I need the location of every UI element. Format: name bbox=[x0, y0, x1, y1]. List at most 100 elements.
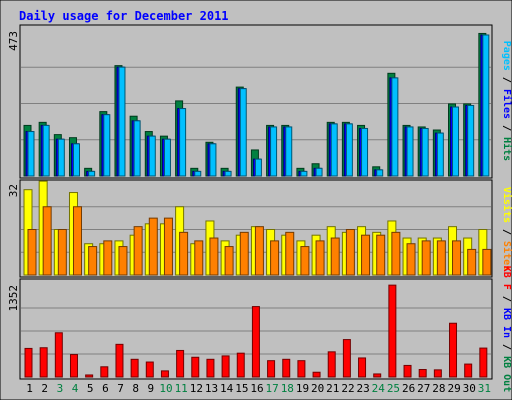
legend-entry: / bbox=[501, 290, 512, 308]
bar-kb-f bbox=[221, 355, 230, 378]
bar-pages bbox=[57, 138, 65, 177]
bar-sites bbox=[27, 229, 37, 276]
x-tick-label: 9 bbox=[148, 382, 155, 395]
x-tick-label: 15 bbox=[235, 382, 248, 395]
bar-kb-f bbox=[449, 322, 458, 378]
bar-pages bbox=[330, 123, 338, 177]
bar-kb-f bbox=[251, 306, 260, 378]
x-tick-label: 8 bbox=[132, 382, 139, 395]
bar-pages bbox=[148, 135, 156, 177]
bar-kb-f bbox=[342, 339, 351, 378]
x-tick-label: 30 bbox=[463, 382, 476, 395]
y-max-label: 1352 bbox=[7, 285, 20, 312]
legend-entry: Files bbox=[501, 89, 512, 119]
bar-kb-f bbox=[130, 358, 139, 378]
bar-pages bbox=[179, 108, 187, 177]
legend-entry: KB In bbox=[501, 308, 512, 338]
bar-sites bbox=[72, 206, 82, 276]
x-tick-label: 26 bbox=[402, 382, 415, 395]
x-tick-label: 13 bbox=[205, 382, 218, 395]
bar-kb-f bbox=[297, 360, 306, 378]
x-tick-label: 23 bbox=[357, 382, 370, 395]
bar-kb-f bbox=[145, 361, 154, 378]
bar-sites bbox=[194, 240, 204, 276]
bar-kb-f bbox=[54, 332, 63, 378]
bar-pages bbox=[391, 77, 399, 177]
bar-kb-f bbox=[236, 352, 245, 378]
bar-sites bbox=[361, 234, 371, 276]
bar-kb-f bbox=[85, 374, 94, 378]
bar-pages bbox=[300, 170, 308, 177]
bar-kb-f bbox=[373, 373, 382, 378]
bar-pages bbox=[27, 131, 35, 177]
legend-entry: KB Out bbox=[501, 356, 512, 392]
bar-kb-f bbox=[433, 369, 442, 378]
x-tick-label: 18 bbox=[281, 382, 294, 395]
x-tick-label: 14 bbox=[220, 382, 234, 395]
bar-kb-f bbox=[100, 366, 109, 378]
bar-sites bbox=[270, 240, 280, 276]
bar-pages bbox=[72, 143, 80, 177]
bar-sites bbox=[421, 240, 431, 276]
panel-legend: Visits / Sites bbox=[501, 187, 512, 271]
x-axis-labels: 1 2 3 4 5 6 7 8 9 10 11 12 13 14 15 16 17 18 19 20 21 22 23 24 2… bbox=[26, 382, 491, 395]
bar-sites bbox=[118, 246, 128, 276]
bar-kb-f bbox=[39, 347, 48, 378]
x-tick-label: 7 bbox=[117, 382, 124, 395]
x-tick-label: 24 bbox=[372, 382, 386, 395]
panel-visits-sites: 32 Visits / Sites bbox=[7, 180, 512, 276]
bar-sites bbox=[376, 234, 386, 276]
bar-kb-f bbox=[282, 358, 291, 378]
bar-kb-f bbox=[267, 360, 276, 378]
bar-kb-f bbox=[327, 351, 336, 378]
bar-pages bbox=[285, 126, 293, 177]
bar-sites bbox=[330, 237, 340, 276]
bar-pages bbox=[42, 124, 50, 177]
bar-kb-f bbox=[206, 358, 215, 378]
x-tick-label: 4 bbox=[72, 382, 79, 395]
legend-entry: Visits bbox=[501, 187, 512, 223]
bar-sites bbox=[482, 248, 492, 276]
x-tick-label: 17 bbox=[266, 382, 279, 395]
x-tick-label: 1 bbox=[26, 382, 33, 395]
y-max-label: 32 bbox=[7, 184, 20, 197]
bar-pages bbox=[239, 88, 247, 177]
x-tick-label: 19 bbox=[296, 382, 309, 395]
legend-entry: Sites bbox=[501, 241, 512, 271]
bar-kb-f bbox=[115, 343, 124, 378]
bar-sites bbox=[285, 231, 295, 276]
bar-sites bbox=[148, 217, 158, 276]
bar-pages bbox=[133, 120, 141, 177]
x-tick-label: 29 bbox=[447, 382, 460, 395]
bar-pages bbox=[315, 167, 323, 177]
bar-sites bbox=[103, 240, 113, 276]
x-tick-label: 16 bbox=[250, 382, 263, 395]
bar-pages bbox=[209, 143, 217, 177]
bar-kb-f bbox=[24, 347, 33, 378]
legend-entry: KB F bbox=[501, 266, 512, 290]
panel-hits-files-pages: 473 Pages / Files / Hits bbox=[7, 31, 512, 177]
bar-pages bbox=[118, 66, 126, 177]
bar-sites bbox=[179, 231, 189, 276]
x-tick-label: 11 bbox=[175, 382, 188, 395]
legend-entry: / bbox=[501, 119, 512, 137]
bar-pages bbox=[270, 126, 278, 177]
bar-kb-f bbox=[191, 356, 200, 378]
bar-pages bbox=[421, 127, 429, 177]
bar-pages bbox=[254, 158, 262, 177]
x-tick-label: 21 bbox=[326, 382, 339, 395]
bar-sites bbox=[391, 231, 401, 276]
x-tick-label: 10 bbox=[159, 382, 172, 395]
bar-kb-f bbox=[464, 363, 473, 378]
x-tick-label: 3 bbox=[57, 382, 64, 395]
legend-entry: / bbox=[501, 223, 512, 241]
bar-sites bbox=[254, 226, 264, 276]
bar-pages bbox=[452, 106, 460, 177]
legend-entry: / bbox=[501, 71, 512, 89]
x-tick-label: 27 bbox=[417, 382, 430, 395]
bar-kb-f bbox=[479, 347, 488, 378]
bar-pages bbox=[482, 34, 490, 177]
bar-sites bbox=[42, 206, 52, 276]
x-tick-label: 5 bbox=[87, 382, 94, 395]
